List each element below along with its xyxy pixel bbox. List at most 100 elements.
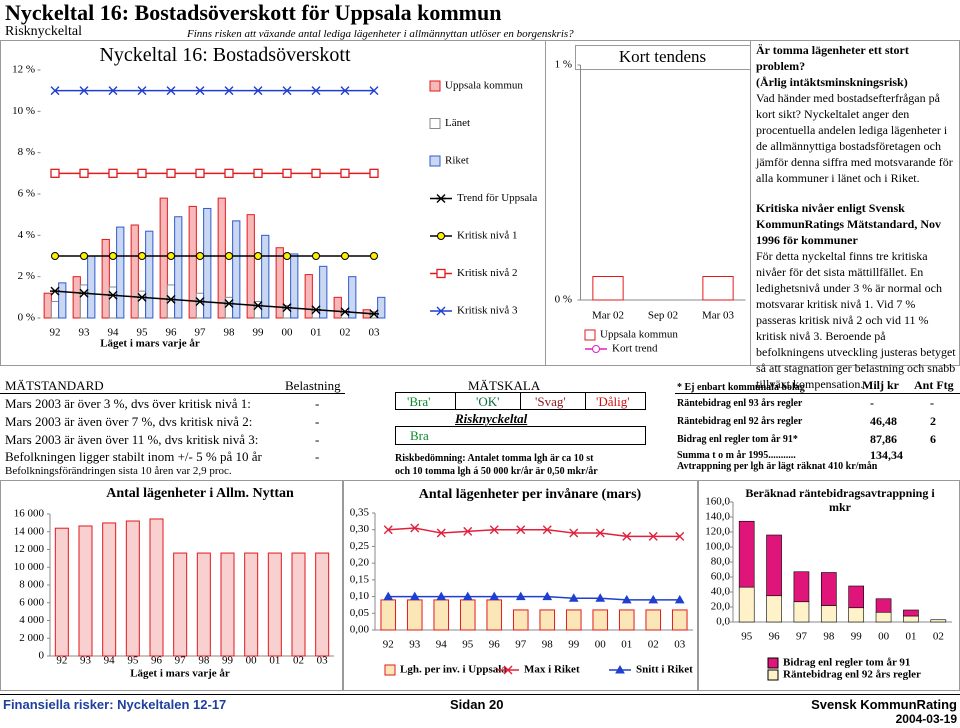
y-tick-label: 14 000 bbox=[14, 525, 45, 537]
scale-label: Risknyckeltal bbox=[455, 411, 528, 426]
scale-rating: Bra bbox=[410, 428, 429, 443]
legend-label: Länet bbox=[445, 117, 470, 129]
x-tick-label: 97 bbox=[515, 639, 527, 651]
x-tick-label: 97 bbox=[175, 655, 187, 667]
x-tick-label: 00 bbox=[595, 639, 607, 651]
y-tick-label: 10 000 bbox=[14, 561, 45, 573]
frame bbox=[343, 480, 698, 691]
x-tick-label: 96 bbox=[769, 631, 781, 643]
marker bbox=[50, 168, 60, 178]
x-tick-label: 01 bbox=[269, 655, 280, 667]
bar-segment bbox=[903, 609, 919, 617]
legend-swatch bbox=[767, 669, 779, 681]
bar bbox=[43, 292, 52, 319]
y-tick-label: 16 000 bbox=[14, 508, 45, 520]
bar bbox=[618, 609, 635, 631]
standard-column: Belastning bbox=[285, 378, 341, 393]
bar-segment bbox=[820, 605, 837, 623]
text-panel: Är tomma lägenheter ett stort problem? (… bbox=[756, 42, 956, 392]
bar-segment bbox=[820, 572, 837, 606]
footer-center: Sidan 20 bbox=[450, 697, 504, 712]
standard-row: Befolkningen ligger stabilt inom +/- 5 %… bbox=[5, 449, 262, 464]
assessment: och 10 tomma lgh á 50 000 kr/år är 0,50 … bbox=[395, 466, 598, 477]
x-tick-label: 97 bbox=[195, 327, 207, 339]
legend-label: Snitt i Riket bbox=[636, 664, 693, 676]
marker bbox=[437, 232, 445, 240]
bar bbox=[125, 520, 140, 657]
x-tick-label: 93 bbox=[79, 327, 91, 339]
bar bbox=[539, 609, 556, 631]
standard-row: Mars 2003 är över 3 %, dvs över kritisk … bbox=[5, 396, 251, 411]
y-tick-label: 0,20 bbox=[350, 557, 370, 569]
y-tick-label: 12 % bbox=[12, 64, 35, 76]
y-tick-label: 140,0 bbox=[705, 511, 730, 523]
standard-cell: - bbox=[315, 414, 320, 429]
standard-title: MÄTSTANDARD bbox=[5, 378, 104, 393]
marker bbox=[283, 252, 291, 260]
marker bbox=[79, 288, 89, 298]
marker bbox=[253, 86, 263, 96]
scale-box bbox=[585, 392, 646, 410]
marker bbox=[50, 286, 60, 296]
bar bbox=[196, 552, 211, 657]
y-tick-label: 4 000 bbox=[19, 614, 44, 626]
marker bbox=[489, 525, 499, 535]
x-tick-label: 94 bbox=[108, 327, 120, 339]
y-tick-label: 0 bbox=[39, 650, 45, 662]
subsidy-cell: Räntebidrag enl 93 års regler bbox=[677, 398, 803, 409]
x-tick-label: 96 bbox=[489, 639, 501, 651]
legend-swatch bbox=[384, 664, 396, 676]
y-tick-label: 8 000 bbox=[19, 579, 44, 591]
bar-segment bbox=[875, 598, 892, 613]
x-tick-label: 00 bbox=[246, 655, 258, 667]
y-tick-label: 8 % bbox=[18, 146, 35, 158]
marker bbox=[108, 86, 118, 96]
legend-swatch bbox=[767, 657, 779, 669]
y-tick-label: 160,0 bbox=[705, 496, 730, 508]
y-tick-label: 0,00 bbox=[350, 624, 370, 636]
y-tick-label: 6 000 bbox=[19, 596, 44, 608]
x-tick-label: 02 bbox=[340, 327, 351, 339]
marker bbox=[369, 86, 379, 96]
marker bbox=[108, 168, 118, 178]
subsidy-cell: 134,34 bbox=[870, 448, 903, 462]
x-tick-label: Sep 02 bbox=[648, 310, 678, 322]
bar bbox=[433, 599, 450, 631]
line bbox=[388, 595, 680, 601]
bar bbox=[261, 234, 270, 319]
marker bbox=[542, 525, 552, 535]
y-tick-label: 0,10 bbox=[350, 590, 370, 602]
x-tick-label: 92 bbox=[56, 655, 67, 667]
marker bbox=[568, 593, 579, 602]
x-tick-label: 95 bbox=[462, 639, 474, 651]
marker bbox=[621, 594, 632, 604]
marker bbox=[542, 591, 553, 601]
marker bbox=[341, 252, 349, 260]
bar bbox=[87, 255, 96, 319]
y-tick-label: 12 000 bbox=[14, 543, 45, 555]
marker bbox=[254, 252, 262, 260]
legend-label: Kritisk nivå 1 bbox=[457, 230, 518, 242]
marker bbox=[648, 594, 659, 604]
bar bbox=[486, 599, 503, 631]
marker bbox=[311, 86, 321, 96]
bar bbox=[244, 552, 259, 657]
y-tick-label: 100,0 bbox=[705, 541, 730, 553]
marker bbox=[516, 525, 526, 535]
marker bbox=[370, 252, 378, 260]
bar bbox=[50, 300, 60, 319]
bar bbox=[173, 552, 188, 657]
standard-row: Mars 2003 är även över 11 %, dvs kritisk… bbox=[5, 432, 259, 447]
x-tick-label: 01 bbox=[621, 639, 632, 651]
subsidy-cell: Räntebidrag enl 92 års regler bbox=[677, 416, 803, 427]
y-tick-label: 2 000 bbox=[19, 632, 44, 644]
marker bbox=[436, 268, 446, 279]
y-tick-label: 2 % bbox=[18, 270, 35, 282]
marker bbox=[515, 591, 526, 601]
marker bbox=[383, 525, 393, 535]
bar bbox=[174, 216, 183, 319]
chart-title: Beräknad räntebidragsavtrappning i mkr bbox=[745, 486, 935, 514]
subsidy-cell: 6 bbox=[930, 432, 936, 446]
legend-label: Lgh. per inv. i Uppsala bbox=[400, 664, 507, 676]
legend-label: Riket bbox=[445, 155, 469, 167]
